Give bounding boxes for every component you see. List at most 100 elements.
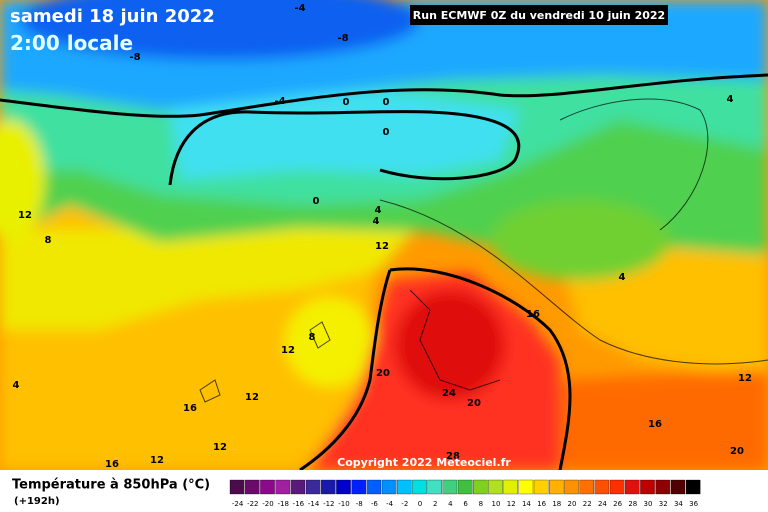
legend-swatch [427,479,442,495]
legend: -24 -22 -20 -18 -16 -14 -12 -10 -8 -6 -4 -2 0 2 4 6 8 10 1… [229,479,701,508]
footer-subtitle: (+192h) [14,496,60,507]
legend-swatch [533,479,549,495]
contour-label: 16 [105,459,119,470]
legend-label: 28 [628,500,637,508]
contour-label: 4 [619,272,626,283]
contour-label: -8 [129,52,140,63]
contour-label: -8 [337,33,348,44]
legend-label: -4 [386,500,394,508]
legend-label: 30 [644,500,653,508]
contour-label: 0 [383,127,390,138]
legend-label: -18 [277,500,288,508]
legend-swatch [412,479,427,495]
legend-swatch [609,479,625,495]
legend-label: 4 [448,500,453,508]
contour-label: 0 [383,97,390,108]
legend-label: 22 [583,500,592,508]
contour-label: 8 [45,235,52,246]
contour-label: 12 [738,373,752,384]
legend-swatch [518,479,534,495]
legend-swatch [594,479,610,495]
legend-label: 20 [568,500,577,508]
legend-label: -6 [371,500,379,508]
footer-title: Température à 850hPa (°C) [12,478,210,493]
contour-label: 28 [446,451,460,462]
legend-swatch [640,479,655,495]
legend-label: -14 [308,500,320,508]
run-info: Run ECMWF 0Z du vendredi 10 juin 2022 [413,9,665,22]
legend-swatch [275,479,290,495]
contour-label: 24 [442,388,456,399]
legend-swatch [366,479,382,495]
legend-swatch [549,479,564,495]
contour-label: 4 [375,205,382,216]
contour-label: 12 [375,241,389,252]
contour-label: -4 [274,96,285,107]
legend-label: 10 [492,500,501,508]
legend-label: 16 [537,500,546,508]
coastlines [199,98,768,403]
legend-swatch [670,479,686,495]
legend-swatch [503,479,518,495]
legend-label: 12 [507,500,516,508]
legend-swatch [336,479,351,495]
legend-swatch [321,479,336,495]
legend-swatch [305,479,321,495]
legend-label: -20 [262,500,273,508]
legend-label: 0 [418,500,422,508]
time: 2:00 locale [10,31,133,55]
legend-label: 32 [659,500,668,508]
legend-label: 18 [552,500,561,508]
legend-label: 6 [463,500,468,508]
contour-label: -4 [294,3,305,14]
contour-label: 4 [727,94,734,105]
contour-lines [0,73,768,470]
legend-label: -22 [247,500,258,508]
legend-swatch [229,479,245,495]
legend-label: -16 [293,500,305,508]
legend-swatch [442,479,458,495]
legend-label: -8 [356,500,363,508]
legend-label: 34 [674,500,683,508]
date: samedi 18 juin 2022 [10,6,215,27]
legend-swatch [290,479,306,495]
legend-swatch [655,479,670,495]
contour-label: 12 [281,345,295,356]
contour-label: 12 [245,392,259,403]
legend-label: -2 [401,500,408,508]
contour-label: 4 [373,216,380,227]
contour-label: 8 [309,332,316,343]
contour-label: 20 [467,398,481,409]
contour-label: 16 [526,309,540,320]
legend-label: 2 [433,500,437,508]
contour-label: 16 [183,403,197,414]
legend-swatch [488,479,503,495]
legend-swatch [260,479,275,495]
legend-swatch [245,479,260,495]
contour-label: 12 [18,210,32,221]
legend-label: -12 [323,500,334,508]
legend-swatch [351,479,366,495]
legend-swatch [564,479,579,495]
legend-label: 8 [479,500,483,508]
copyright: Copyright 2022 Meteociel.fr [337,456,511,469]
legend-label: 14 [522,500,531,508]
contour-label: 20 [376,368,390,379]
legend-swatch [579,479,594,495]
run-box [410,5,668,25]
legend-swatch [381,479,397,495]
legend-swatch [473,479,488,495]
contour-label: 12 [213,442,227,453]
legend-swatch [625,479,640,495]
legend-swatch [685,479,701,495]
legend-label: -10 [338,500,349,508]
contour-label: 16 [648,419,662,430]
contour-label: 20 [730,446,744,457]
contour-label: 0 [313,196,320,207]
legend-label: 36 [689,500,698,508]
contour-label: 12 [150,455,164,466]
legend-label: 26 [613,500,622,508]
contour-label: 0 [343,97,350,108]
